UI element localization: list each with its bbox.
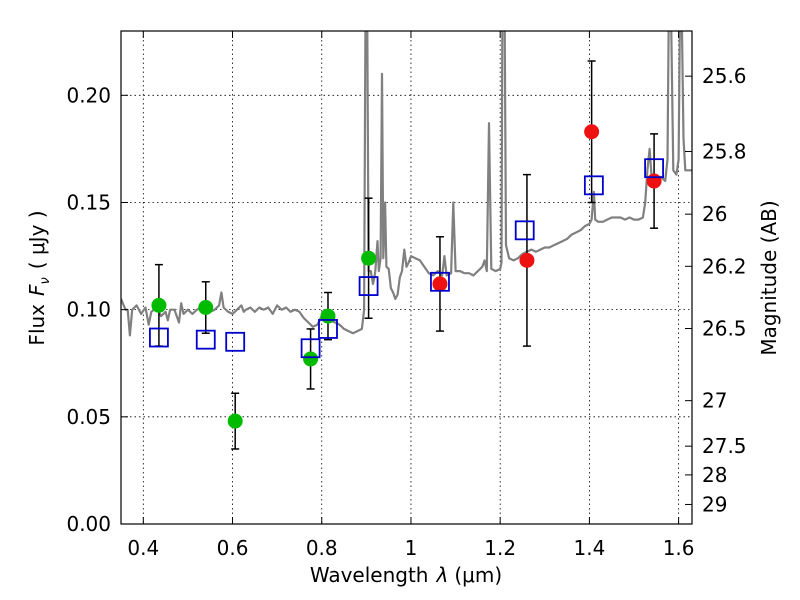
x-tick-label: 0.6 bbox=[217, 536, 249, 560]
observed-green-point bbox=[198, 300, 214, 316]
x-tick-label: 1.6 bbox=[663, 536, 695, 560]
y2-tick-label: 25.6 bbox=[702, 64, 747, 88]
y-tick-label: 0.10 bbox=[66, 298, 111, 322]
x-axis-label: Wavelength λ (μm) bbox=[310, 563, 502, 587]
observed-green-point bbox=[151, 297, 167, 313]
y2-tick-label: 28 bbox=[702, 463, 727, 487]
y2-axis-label: Magnitude (AB) bbox=[757, 200, 781, 355]
y-tick-label: 0.00 bbox=[66, 512, 111, 536]
y2-tick-label: 27 bbox=[702, 389, 727, 413]
observed-green-point bbox=[303, 351, 319, 367]
model-photometry-box bbox=[514, 220, 535, 241]
y-tick-label: 0.15 bbox=[66, 190, 111, 214]
model-photometry-box bbox=[149, 327, 169, 348]
y2-tick-label: 25.8 bbox=[702, 140, 747, 164]
x-tick-label: 1.2 bbox=[484, 536, 516, 560]
model-photometry-box bbox=[583, 175, 604, 196]
model-photometry-box bbox=[644, 158, 664, 179]
model-photometry-box bbox=[225, 331, 246, 352]
axis-ticks: 0.4 0.6 0.8 1 1.2 1.4 1.6 0.00 0.05 0.10 0.15 0.20 2… bbox=[66, 31, 747, 560]
y2-tick-label: 26.5 bbox=[702, 317, 747, 341]
y2-tick-label: 27.5 bbox=[702, 434, 747, 458]
observed-green-point bbox=[361, 250, 377, 266]
observed-red-point bbox=[432, 276, 448, 292]
model-photometry-box bbox=[358, 276, 379, 296]
plot-frame bbox=[120, 30, 693, 525]
y-axis-label: FluxFν( μJy ) bbox=[25, 210, 53, 345]
x-tick-label: 1.4 bbox=[573, 536, 605, 560]
observed-red-point bbox=[584, 124, 600, 140]
observed-red-point bbox=[646, 173, 662, 189]
model-photometry-box bbox=[318, 319, 338, 339]
x-tick-label: 0.8 bbox=[306, 536, 338, 560]
model-photometry-box bbox=[300, 338, 321, 359]
y-tick-label: 0.20 bbox=[66, 83, 111, 107]
x-tick-label: 1 bbox=[405, 536, 418, 560]
model-photometry-box bbox=[430, 271, 450, 292]
grid-lines bbox=[121, 31, 692, 525]
data-points-layer bbox=[149, 60, 664, 450]
x-tick-label: 0.4 bbox=[127, 536, 159, 560]
model-spectrum-layer bbox=[121, 31, 692, 337]
model-spectrum-line bbox=[121, 31, 692, 337]
y2-tick-label: 29 bbox=[702, 492, 727, 516]
y2-tick-label: 26 bbox=[702, 202, 727, 226]
observed-red-point bbox=[519, 252, 535, 268]
model-photometry-box bbox=[195, 329, 216, 350]
y2-tick-label: 26.2 bbox=[702, 254, 747, 278]
y-tick-label: 0.05 bbox=[66, 405, 111, 429]
observed-green-point bbox=[320, 308, 336, 324]
observed-green-point bbox=[227, 413, 243, 429]
